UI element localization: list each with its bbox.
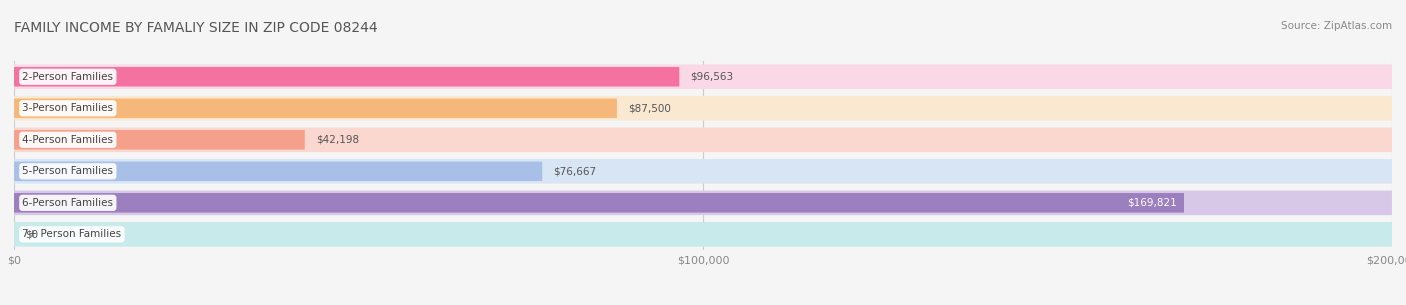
FancyBboxPatch shape [14, 162, 543, 181]
Text: 7+ Person Families: 7+ Person Families [22, 229, 121, 239]
Text: 3-Person Families: 3-Person Families [22, 103, 114, 113]
FancyBboxPatch shape [14, 64, 1392, 89]
Text: $42,198: $42,198 [316, 135, 359, 145]
FancyBboxPatch shape [14, 130, 305, 149]
FancyBboxPatch shape [14, 99, 617, 118]
Text: $0: $0 [25, 229, 38, 239]
Text: FAMILY INCOME BY FAMALIY SIZE IN ZIP CODE 08244: FAMILY INCOME BY FAMALIY SIZE IN ZIP COD… [14, 21, 378, 35]
Text: 2-Person Families: 2-Person Families [22, 72, 114, 82]
FancyBboxPatch shape [14, 191, 1392, 215]
Text: $76,667: $76,667 [554, 166, 596, 176]
Text: $87,500: $87,500 [628, 103, 671, 113]
Text: 5-Person Families: 5-Person Families [22, 166, 114, 176]
FancyBboxPatch shape [14, 159, 1392, 184]
FancyBboxPatch shape [14, 127, 1392, 152]
FancyBboxPatch shape [14, 222, 1392, 247]
FancyBboxPatch shape [14, 67, 679, 87]
Text: $96,563: $96,563 [690, 72, 734, 82]
Text: $169,821: $169,821 [1128, 198, 1177, 208]
FancyBboxPatch shape [14, 193, 1184, 213]
Text: 4-Person Families: 4-Person Families [22, 135, 114, 145]
Text: 6-Person Families: 6-Person Families [22, 198, 114, 208]
Text: Source: ZipAtlas.com: Source: ZipAtlas.com [1281, 21, 1392, 31]
FancyBboxPatch shape [14, 96, 1392, 120]
